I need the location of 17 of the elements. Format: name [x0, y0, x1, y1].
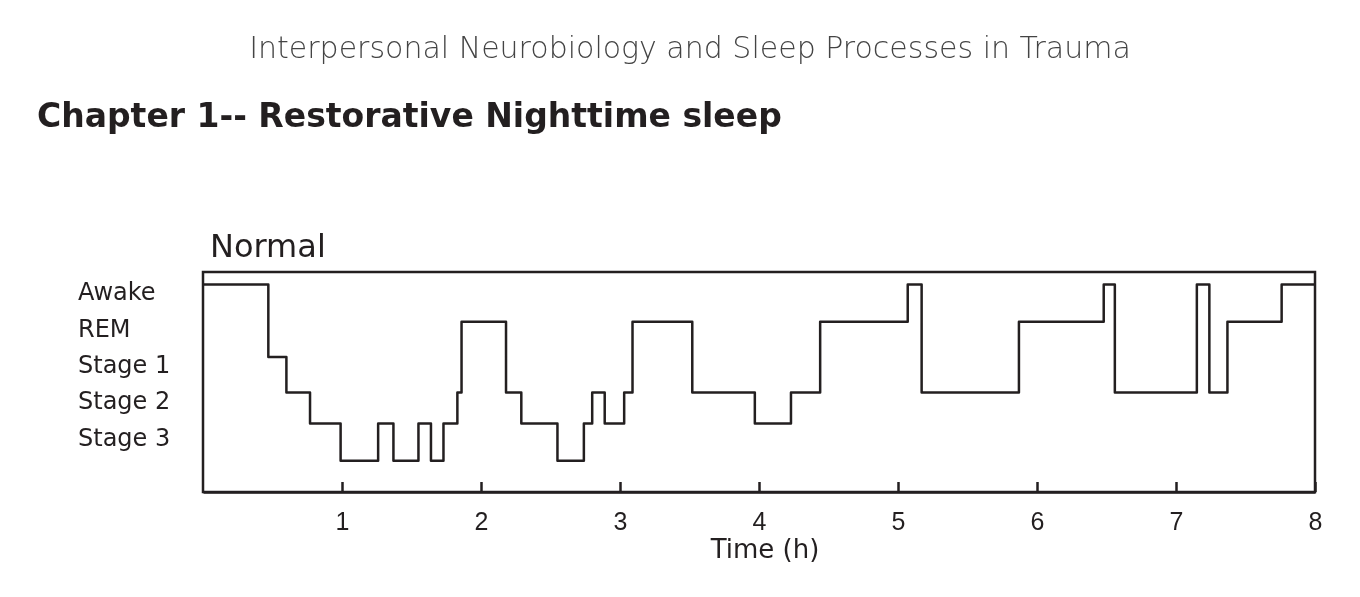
- text: Stage 3: [78, 423, 171, 452]
- x-axis-title: Time (h): [709, 534, 820, 564]
- x-tick-label: 6: [1030, 506, 1045, 535]
- x-tick-label: 7: [1169, 506, 1184, 535]
- x-tick-label: 1: [335, 506, 350, 535]
- text: Normal: [210, 227, 326, 265]
- text: REM: [78, 314, 131, 343]
- x-tick-label: 4: [752, 506, 767, 535]
- x-tick-label: 5: [891, 506, 906, 535]
- text: Stage 2: [78, 387, 171, 416]
- chart-subtitle: Chapter 1-- Restorative Nighttime sleep: [37, 96, 782, 135]
- chart-title: Interpersonal Neurobiology and Sleep Processes in Trauma: [249, 30, 1131, 65]
- x-tick-label: 2: [474, 506, 489, 535]
- x-tick-label: 3: [613, 506, 628, 535]
- text: Stage 1: [78, 351, 171, 379]
- x-tick-label: 8: [1308, 506, 1323, 535]
- text: Awake: [78, 278, 156, 307]
